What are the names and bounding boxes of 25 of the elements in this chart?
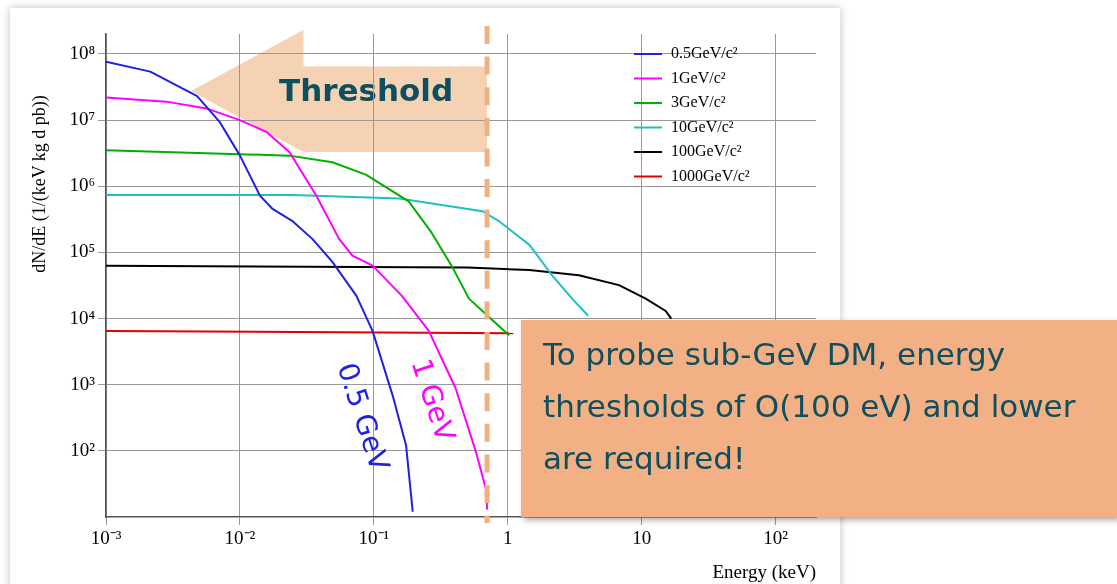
x-tick-label: 10² (763, 527, 789, 549)
legend-label: 1000GeV/c² (671, 166, 750, 184)
y-tick-label: 10⁵ (69, 240, 95, 262)
y-tick-label: 10⁸ (69, 41, 95, 63)
legend-label: 10GeV/c² (671, 117, 734, 135)
annotation: 1 GeV (404, 354, 463, 446)
annotation: 0.5 GeV (330, 358, 397, 475)
y-tick-label: 10⁶ (69, 174, 95, 196)
y-tick-label: 10² (70, 438, 96, 460)
x-tick-label: 1 (503, 527, 513, 549)
x-tick-label: 10⁻² (224, 527, 256, 549)
x-tick-label: 10⁻³ (90, 527, 122, 549)
y-axis-title: dN/dE (1/(keV kg d pb)) (28, 95, 50, 273)
y-tick-label: 10⁷ (69, 108, 95, 130)
y-tick-label: 10³ (70, 372, 96, 394)
legend-label: 1GeV/c² (671, 68, 726, 86)
annotation: To probe sub-GeV DM, energy thresholds of O(100 eV) and lower are required! (521, 320, 1117, 517)
x-tick-label: 10⁻¹ (358, 527, 390, 549)
legend-label: 100GeV/c² (671, 142, 742, 160)
y-tick-label: 10⁴ (69, 306, 96, 328)
x-tick-label: 10 (632, 527, 652, 549)
ref-line-label: Threshold (279, 72, 454, 108)
x-axis-title: Energy (keV) (712, 560, 816, 583)
legend-label: 3GeV/c² (671, 93, 726, 111)
legend-label: 0.5GeV/c² (671, 44, 738, 62)
